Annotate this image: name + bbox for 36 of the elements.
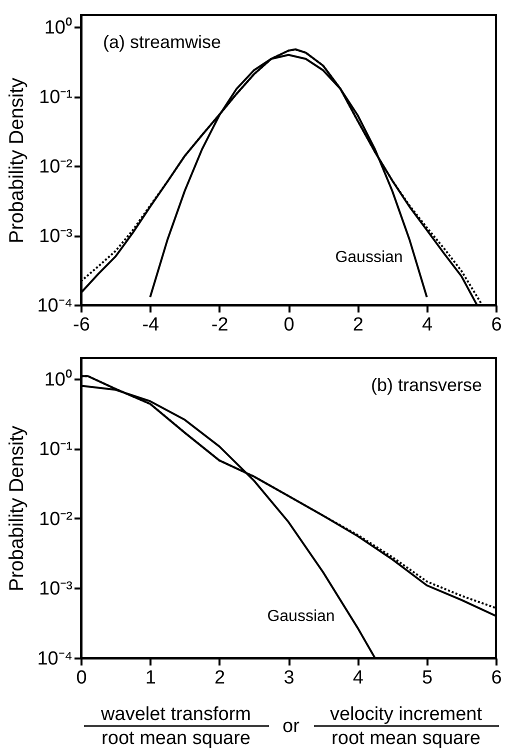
x-tick-label: 5 — [422, 668, 433, 688]
text: wavelet transform — [100, 704, 251, 725]
x-tick-label: 6 — [491, 668, 502, 688]
x-tick-label: 1 — [145, 668, 156, 688]
y-tick-label: 10⁻⁴ — [37, 648, 72, 670]
text: root mean square — [102, 728, 250, 749]
line-series — [149, 54, 428, 298]
x-tick-label: -6 — [73, 314, 90, 336]
y-tick-label: 10⁻³ — [39, 578, 72, 600]
y-tick-label: 10⁰ — [44, 16, 72, 39]
text: (b) transverse — [370, 375, 482, 395]
x-tick-label: 3 — [284, 668, 294, 688]
y-tick-label: 10⁻² — [39, 156, 72, 178]
y-tick-label: 10⁻¹ — [39, 439, 72, 460]
y-axis-title: Probability Density — [6, 426, 28, 592]
text: velocity increment — [330, 704, 483, 725]
x-tick-label: -2 — [211, 314, 228, 336]
x-tick-label: 2 — [214, 668, 226, 688]
y-tick-label: 10⁻⁴ — [37, 296, 72, 316]
x-tick-label: -4 — [142, 314, 160, 336]
x-tick-label: 2 — [352, 314, 364, 336]
text: or — [282, 716, 300, 737]
text: root mean square — [332, 728, 480, 749]
annotation: Gaussian — [335, 249, 403, 266]
x-tick-label: 0 — [76, 668, 87, 688]
annotation: Gaussian — [267, 608, 335, 625]
x-tick-label: 0 — [284, 314, 294, 336]
x-tick-label: 6 — [491, 314, 502, 336]
y-axis-title: Probability Density — [6, 78, 28, 244]
x-tick-label: 4 — [352, 668, 364, 688]
x-tick-label: 4 — [422, 314, 434, 336]
y-tick-label: 10⁻³ — [39, 226, 72, 248]
y-tick-label: 10⁰ — [44, 368, 72, 390]
y-tick-label: 10⁻² — [39, 509, 72, 530]
text: (a) streamwise — [103, 32, 222, 52]
y-tick-label: 10⁻¹ — [39, 87, 72, 108]
